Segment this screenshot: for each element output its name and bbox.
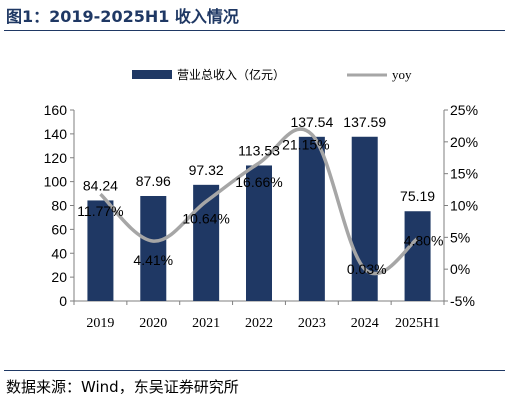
yoy-series-line — [99, 127, 419, 276]
x-tick-label: 2025H1 — [395, 316, 440, 331]
data-label-revenue: 84.24 — [83, 177, 118, 193]
data-label-yoy: 4.41% — [133, 252, 173, 268]
source-note: 数据来源：Wind，东吴证券研究所 — [6, 378, 239, 396]
data-label-revenue: 97.32 — [189, 162, 224, 178]
y-left-tick-label: 40 — [51, 245, 67, 261]
data-label-yoy: 0.03% — [347, 261, 387, 277]
data-label-revenue: 87.96 — [136, 173, 171, 189]
data-label-yoy: 21.15% — [282, 137, 329, 153]
data-label-revenue: 137.59 — [343, 114, 386, 130]
legend-label-yoy: yoy — [392, 67, 412, 82]
y-right-tick-label: 0% — [450, 261, 470, 277]
yoy-line — [99, 127, 419, 276]
figure-title: 图1：2019-2025H1 收入情况 — [6, 7, 239, 26]
data-label-revenue: 113.53 — [238, 142, 280, 158]
data-label-yoy: 16.66% — [235, 174, 282, 190]
y-right-tick-label: 20% — [450, 134, 478, 150]
y-right-tick-label: -5% — [450, 293, 475, 309]
legend-label-revenue: 营业总收入（亿元） — [177, 67, 285, 82]
data-label-revenue: 75.19 — [400, 188, 435, 204]
bar-revenue — [193, 184, 220, 301]
axes: 0 20 40 60 80 100 120 140 160 -5% 0% 5% 10% 15% 20% 25%… — [44, 102, 478, 331]
x-tick-label: 2020 — [139, 316, 167, 331]
legend-swatch-revenue — [132, 70, 172, 79]
y-right-tick-label: 5% — [450, 229, 470, 245]
y-right-tick-label: 10% — [450, 198, 478, 214]
bar-revenue — [298, 136, 325, 301]
y-left-tick-label: 160 — [44, 102, 68, 118]
revenue-chart: 营业总收入（亿元） yoy 0 20 40 60 80 100 120 140 160 -5% 0%… — [44, 67, 478, 331]
x-tick-label: 2024 — [351, 316, 379, 331]
y-left-tick-label: 20 — [51, 269, 67, 285]
y-left-tick-label: 0 — [59, 293, 67, 309]
x-tick-label: 2021 — [192, 316, 220, 331]
data-label-revenue: 137.54 — [290, 114, 333, 130]
source-rule — [4, 370, 505, 371]
bar-revenue — [404, 211, 431, 301]
data-labels: 84.24 87.96 97.32 113.53 137.54 137.59 75.19 11… — [77, 114, 443, 277]
title-rule — [4, 30, 505, 31]
y-left-tick-label: 60 — [51, 221, 67, 237]
x-tick-label: 2019 — [86, 316, 114, 331]
y-left-tick-label: 100 — [44, 174, 68, 190]
bar-revenue — [140, 195, 167, 301]
y-left-tick-label: 140 — [44, 126, 68, 142]
x-tick-label: 2023 — [298, 316, 326, 331]
y-left-tick-label: 120 — [44, 150, 68, 166]
y-right-tick-label: 25% — [450, 102, 478, 118]
bar-revenue — [87, 200, 114, 301]
data-label-yoy: 4.80% — [404, 233, 444, 249]
y-right-tick-label: 15% — [450, 166, 478, 182]
data-label-yoy: 11.77% — [77, 203, 123, 219]
x-tick-label: 2022 — [245, 316, 273, 331]
bar-revenue — [246, 165, 272, 301]
legend: 营业总收入（亿元） yoy — [132, 67, 412, 82]
data-label-yoy: 10.64% — [182, 210, 229, 226]
y-left-tick-label: 80 — [51, 198, 67, 214]
